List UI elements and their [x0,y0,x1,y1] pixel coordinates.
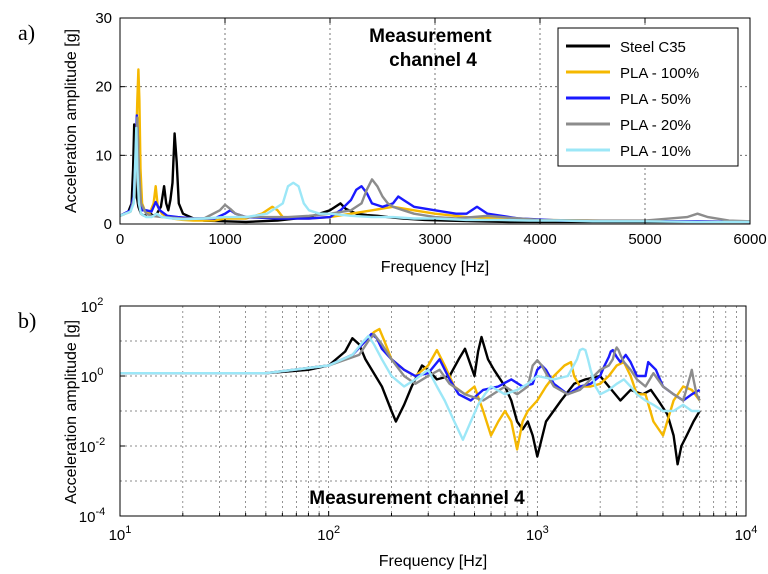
panel-a-annotation-line-1: Measurement [369,26,492,47]
legend-entry: PLA - 20% [620,117,691,134]
panel-a-ylabel: Acceleration amplitude [g] [63,29,80,213]
legend: Steel C35 PLA - 100% PLA - 50% PLA - 20% PLA… [557,27,739,167]
panel-a-series-pla-10- [119,126,750,224]
panel-b-series-pla-20- [120,333,701,402]
panel-a-ticks: 0 1000 2000 3000 4000 5000 6000 0 10 20 30 [95,10,766,248]
panel-a-xtick-label: 1000 [208,231,241,248]
legend-entry: PLA - 50% [620,91,691,108]
panel-b-series-pla-10- [120,334,700,441]
panel-a-xtick-label: 4000 [523,231,556,248]
legend-entry: PLA - 100% [620,65,699,82]
panel-b-ticks: 101 102 103 104 10-4 10-2 100 102 [79,296,758,544]
panel-a-annotation-line-2: channel 4 [389,50,477,71]
panel-a-series-lines [119,68,751,224]
panel-b-ytick-label: 10-2 [79,436,105,456]
panel-a-ytick-label: 20 [95,79,112,96]
panel-b-xtick-label: 102 [317,524,340,544]
panel-b-ytick-label: 102 [81,296,104,316]
panel-a-label: a) [18,20,35,45]
panel-a-annotation: Measurement channel 4 [369,26,497,71]
panel-b-xtick-label: 104 [735,524,758,544]
panel-b: 101 102 103 104 10-4 10-2 100 102 b) Measuremen… [18,296,757,570]
panel-b-axes-border [119,305,747,517]
panel-a-series-pla-100- [119,68,751,224]
panel-a-xtick-label: 6000 [733,231,766,248]
panel-a: 0 1000 2000 3000 4000 5000 6000 0 10 20 30 a) Meas… [18,10,767,276]
panel-a-xlabel: Frequency [Hz] [381,259,489,276]
panel-b-ylabel: Acceleration amplitude [g] [63,320,80,504]
panel-a-xtick-label: 5000 [628,231,661,248]
panel-b-ytick-label: 10-4 [79,506,105,526]
panel-a-xtick-label: 2000 [313,231,346,248]
panel-b-label: b) [18,308,36,333]
panel-a-ytick-label: 0 [104,216,112,233]
panel-a-ytick-label: 10 [95,147,112,164]
panel-a-series-pla-50- [119,114,751,224]
legend-entry: Steel C35 [620,39,686,56]
panel-a-xtick-label: 3000 [418,231,451,248]
panel-a-xtick-label: 0 [116,231,124,248]
panel-b-series-pla-100- [120,327,701,451]
panel-b-annotation: Measurement channel 4 [309,488,525,509]
panel-b-xlabel: Frequency [Hz] [379,553,487,570]
panel-b-axes-frame [120,306,746,516]
panel-b-ytick-label: 100 [81,366,104,386]
panel-b-xtick-label: 101 [109,524,132,544]
panel-a-ytick-label: 30 [95,10,112,27]
panel-b-xtick-label: 103 [526,524,549,544]
legend-entry: PLA - 10% [620,143,691,160]
panel-b-series-lines [120,327,701,466]
panel-b-series-steel-c35 [120,335,701,466]
